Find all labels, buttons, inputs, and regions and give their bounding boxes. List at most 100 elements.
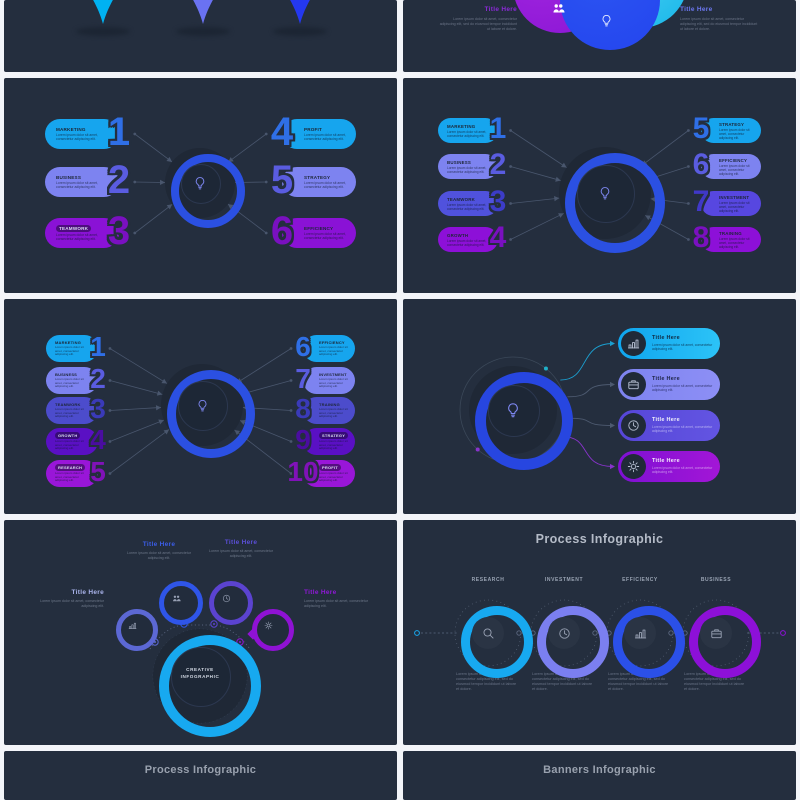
pin-shadow — [176, 27, 230, 36]
center-circle-ring — [159, 635, 261, 737]
step-inner — [624, 617, 656, 649]
list-pill: MARKETING Lorem ipsum dolor sit amet, con… — [45, 119, 119, 149]
pill-number: 9 — [295, 423, 311, 455]
pill-number: 6 — [692, 147, 710, 181]
creative-lorem: Lorem ipsum dolor sit amet, consectetur … — [304, 599, 368, 609]
list-pill: BUSINESS Lorem ipsum dolor sit amet, cons… — [46, 367, 98, 394]
slide-thumbnail-list10[interactable]: MARKETING Lorem ipsum dolor sit amet, con… — [4, 299, 397, 514]
creative-lorem: Lorem ipsum dolor sit amet, consectetur … — [209, 549, 273, 559]
briefcase-icon — [627, 378, 640, 391]
option-pill: Title Here Lorem ipsum dolor sit amet, co… — [618, 451, 720, 482]
pill-lorem: Lorem ipsum dolor sit amet, consectetur … — [447, 165, 487, 174]
chart-icon — [627, 337, 640, 350]
slide-thumbnail-options[interactable]: Title Here Lorem ipsum dolor sit amet, co… — [403, 299, 796, 514]
option-text: Title Here Lorem ipsum dolor sit amet, co… — [652, 451, 713, 482]
creative-ring — [209, 581, 253, 625]
venn-left-title: Title Here — [484, 6, 517, 13]
pill-lorem: Lorem ipsum dolor sit amet, consectetur … — [56, 132, 98, 141]
step-lorem: Lorem ipsum dolor sit amet, consectetur … — [532, 672, 593, 692]
gear-icon — [627, 460, 640, 473]
step-label: BUSINESS — [700, 577, 732, 583]
pill-label: PROFIT — [304, 126, 323, 132]
step-label: EFFICIENCY — [622, 577, 658, 583]
pill-text: RESEARCH Lorem ipsum dolor sit amet, cons… — [55, 460, 90, 487]
pill-text: PROFIT Lorem ipsum dolor sit amet, consec… — [319, 460, 351, 487]
pill-label: EFFICIENCY — [319, 339, 345, 345]
option-lorem: Lorem ipsum dolor sit amet, consectetur … — [652, 342, 713, 352]
slide-thumbnail-creative[interactable]: CREATIVE INFOGRAPHIC Title Here Lorem ipsum… — [4, 520, 397, 745]
pin-shadow — [76, 27, 130, 36]
option-text: Title Here Lorem ipsum dolor sit amet, co… — [652, 369, 713, 400]
slide-thumbnail-process-2[interactable]: Process Infographic — [4, 751, 397, 800]
chart-icon — [634, 627, 647, 640]
pill-text: STRATEGY Lorem ipsum dolor sit amet, cons… — [719, 118, 757, 143]
pill-lorem: Lorem ipsum dolor sit amet, consectetur … — [304, 132, 346, 141]
slide-thumbnail-list6[interactable]: MARKETING Lorem ipsum dolor sit amet, con… — [4, 78, 397, 293]
pill-label: GROWTH — [55, 431, 81, 439]
pill-label: EFFICIENCY — [304, 225, 334, 231]
chart-icon — [128, 621, 137, 630]
pill-lorem: Lorem ipsum dolor sit amet, consectetur … — [56, 180, 98, 189]
pill-lorem: Lorem ipsum dolor sit amet, consectetur … — [55, 470, 84, 483]
list-pill: BUSINESS Lorem ipsum dolor sit amet, cons… — [45, 167, 119, 197]
step-ring — [537, 606, 609, 678]
pill-lorem: Lorem ipsum dolor sit amet, consectetur … — [55, 376, 84, 389]
pill-text: TEAMWORK Lorem ipsum dolor sit amet, cons… — [56, 218, 107, 248]
step-label: RESEARCH — [471, 577, 505, 583]
pill-lorem: Lorem ipsum dolor sit amet, consectetur … — [304, 180, 346, 189]
pill-text: MARKETING Lorem ipsum dolor sit amet, con… — [55, 335, 90, 362]
center-circle-ring — [167, 370, 255, 458]
pill-lorem: Lorem ipsum dolor sit amet, consectetur … — [319, 438, 348, 451]
creative-ring — [159, 581, 203, 625]
slide-thumbnail-banners[interactable]: Banners Infographic — [403, 751, 796, 800]
venn-right-text: Title Here Lorem ipsum dolor sit amet, co… — [680, 6, 760, 32]
creative-ring — [116, 609, 158, 651]
pill-label: INVESTMENT — [719, 194, 750, 200]
pill-number: 6 — [295, 330, 311, 362]
option-title: Title Here — [652, 417, 680, 424]
creative-center-line1: CREATIVE — [186, 667, 214, 672]
pill-number: 5 — [90, 455, 106, 487]
pill-number: 2 — [489, 147, 507, 181]
pill-number: 2 — [90, 362, 106, 394]
step-lorem: Lorem ipsum dolor sit amet, consectetur … — [456, 672, 517, 692]
step-lorem: Lorem ipsum dolor sit amet, consectetur … — [608, 672, 669, 692]
pill-label: GROWTH — [447, 232, 469, 238]
pill-label: RESEARCH — [55, 463, 86, 471]
slide-thumbnail-process[interactable]: Process Infographic RESEARCH Lorem ipsum … — [403, 520, 796, 745]
map-pin-icon — [278, 0, 322, 24]
creative-text-block: Title Here Lorem ipsum dolor sit amet, co… — [304, 589, 379, 609]
pill-text: EFFICIENCY Lorem ipsum dolor sit amet, co… — [319, 335, 351, 362]
search-icon — [482, 627, 495, 640]
pill-label: MARKETING — [55, 339, 82, 345]
slide-thumbnail-pins[interactable] — [4, 0, 397, 72]
people-icon — [172, 594, 181, 603]
pin-shadow — [273, 27, 327, 36]
pill-text: PROFIT Lorem ipsum dolor sit amet, consec… — [304, 119, 352, 149]
pill-number: 8 — [692, 220, 710, 254]
connector-lines — [459, 340, 615, 470]
option-title: Title Here — [652, 335, 680, 342]
pill-label: STRATEGY — [319, 431, 349, 439]
pill-number: 3 — [489, 184, 507, 218]
pill-number: 1 — [107, 110, 131, 154]
pill-label: TRAINING — [719, 230, 742, 236]
center-circle-ring — [565, 153, 665, 253]
slide-thumbnail-venn[interactable]: Title Here Lorem ipsum dolor sit amet, co… — [403, 0, 796, 72]
pill-text: INVESTMENT Lorem ipsum dolor sit amet, co… — [319, 367, 351, 394]
center-circle-inner — [488, 385, 540, 437]
pill-number: 10 — [287, 455, 319, 487]
option-pill: Title Here Lorem ipsum dolor sit amet, co… — [618, 410, 720, 441]
creative-center-line2: INFOGRAPHIC — [180, 673, 220, 679]
pill-label: PROFIT — [319, 463, 341, 471]
list-pill: INVESTMENT Lorem ipsum dolor sit amet, co… — [701, 191, 761, 216]
list-pill: EFFICIENCY Lorem ipsum dolor sit amet, co… — [282, 218, 356, 248]
pill-lorem: Lorem ipsum dolor sit amet, consectetur … — [319, 406, 348, 419]
slide-thumbnail-list8[interactable]: MARKETING Lorem ipsum dolor sit amet, con… — [403, 78, 796, 293]
map-pin-icon — [81, 0, 125, 24]
list-pill: GROWTH Lorem ipsum dolor sit amet, consec… — [438, 227, 498, 252]
pill-lorem: Lorem ipsum dolor sit amet, consectetur … — [447, 202, 487, 211]
pill-lorem: Lorem ipsum dolor sit amet, consectetur … — [304, 231, 346, 240]
pill-label: BUSINESS — [447, 159, 472, 165]
pill-text: BUSINESS Lorem ipsum dolor sit amet, cons… — [56, 167, 107, 197]
